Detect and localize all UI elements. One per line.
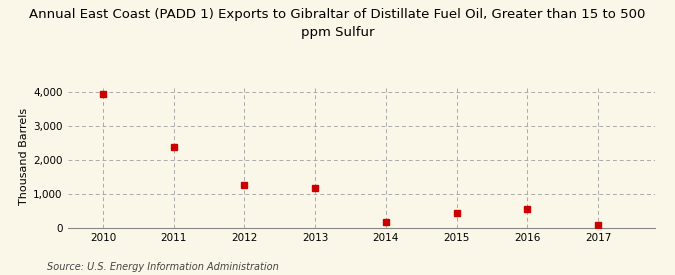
- Y-axis label: Thousand Barrels: Thousand Barrels: [19, 108, 29, 205]
- Text: Annual East Coast (PADD 1) Exports to Gibraltar of Distillate Fuel Oil, Greater : Annual East Coast (PADD 1) Exports to Gi…: [29, 8, 646, 39]
- Text: Source: U.S. Energy Information Administration: Source: U.S. Energy Information Administ…: [47, 262, 279, 272]
